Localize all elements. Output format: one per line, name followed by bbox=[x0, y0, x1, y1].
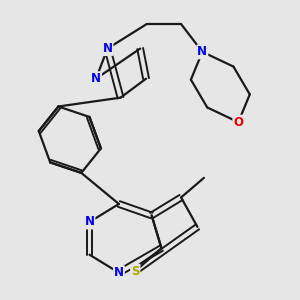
Text: N: N bbox=[91, 72, 101, 85]
Text: S: S bbox=[131, 265, 140, 278]
Text: O: O bbox=[233, 116, 243, 129]
Text: N: N bbox=[197, 45, 207, 58]
Text: N: N bbox=[85, 215, 94, 229]
Text: N: N bbox=[103, 42, 112, 55]
Text: N: N bbox=[114, 266, 124, 279]
